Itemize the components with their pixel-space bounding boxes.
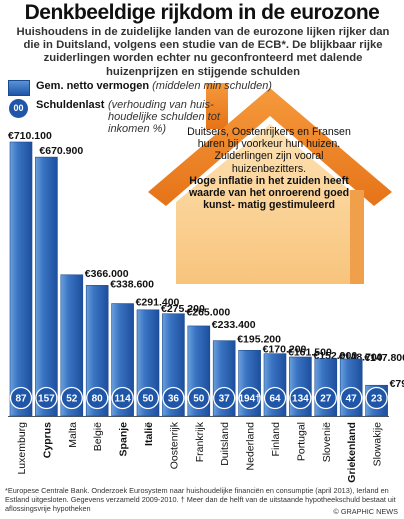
house-annotation-line1: Duitsers, Oostenrijkers en Fransen huren… [187, 126, 351, 175]
debt-badge [9, 386, 33, 410]
value-label: €147.800 [364, 352, 404, 364]
category-label: Cyprus [41, 422, 53, 458]
house-annotation: Duitsers, Oostenrijkers en Fransen huren… [186, 126, 352, 211]
debt-value: 50 [193, 394, 205, 405]
value-label: €275.200 [161, 303, 205, 315]
category-label: Duitsland [219, 422, 231, 466]
debt-badge [136, 386, 160, 410]
value-label: €79.700 [390, 378, 404, 390]
debt-badge [213, 386, 236, 410]
chimney [206, 83, 228, 129]
credit: © GRAPHIC NEWS [333, 507, 398, 516]
debt-value: 23 [371, 394, 383, 405]
value-label: €233.400 [212, 319, 256, 331]
category-label: Luxemburg [16, 422, 28, 475]
debt-badge [60, 386, 83, 410]
value-label: €161.500 [288, 347, 332, 359]
debt-value: 80 [92, 394, 104, 405]
legend-wealth-label: Gem. netto vermogen [36, 80, 150, 92]
debt-badge [86, 386, 109, 410]
debt-badge [238, 386, 261, 410]
page-subtitle: Huishoudens in de zuidelijke landen van … [16, 26, 390, 78]
value-label: €195.200 [237, 334, 281, 346]
value-label: €265.000 [186, 307, 230, 319]
bar-spanje [111, 303, 134, 417]
debt-value: 50 [142, 394, 154, 405]
category-label: Oostenrijk [168, 421, 180, 469]
debt-value: 36 [168, 394, 180, 405]
debt-badge [340, 386, 363, 410]
category-label: Nederland [245, 422, 257, 471]
debt-value: 194† [238, 394, 260, 405]
page-title: Denkbeeldige rijkdom in de eurozone [24, 1, 380, 24]
debt-badge [162, 386, 185, 410]
debt-value: 114 [115, 394, 132, 405]
bar-luxemburg [9, 141, 33, 417]
debt-badge [263, 386, 287, 410]
category-label: Slovenië [321, 422, 333, 462]
legend-debt-note: (verhouding van huis- houdelijke schulde… [108, 99, 220, 135]
value-label: €670.900 [39, 145, 83, 157]
category-label: Finland [270, 422, 282, 457]
legend-badge: 00 [9, 99, 28, 118]
debt-value: 37 [219, 394, 231, 405]
legend-debt-label: Schuldenlast [36, 99, 105, 111]
debt-badge [314, 386, 337, 410]
category-label: Malta [67, 422, 79, 448]
bar-belgië [85, 285, 109, 417]
value-label: €170.200 [263, 343, 307, 355]
debt-value: 27 [320, 394, 332, 405]
category-label: België [92, 422, 104, 451]
debt-value: 87 [15, 394, 27, 405]
debt-value: 64 [269, 394, 281, 405]
bar-malta [60, 274, 84, 417]
debt-value: 47 [346, 394, 358, 405]
legend-wealth-note: (middelen min schulden) [152, 80, 272, 92]
category-label: Spanje [118, 422, 130, 457]
house-roof [148, 88, 392, 206]
debt-badge [289, 386, 312, 410]
debt-badge [187, 386, 210, 410]
debt-value: 157 [38, 394, 55, 405]
footnote: *Europese Centrale Bank. Onderzoek Euros… [5, 486, 396, 513]
debt-value: 52 [66, 394, 78, 405]
house-edge [350, 190, 364, 284]
debt-badge [365, 386, 388, 410]
debt-badge [111, 386, 134, 410]
category-label: Frankrijk [194, 421, 206, 462]
category-label: Slowakije [372, 422, 384, 467]
bar-cyprus [35, 156, 58, 417]
value-label: €710.100 [8, 130, 52, 142]
value-label: €366.000 [85, 268, 129, 280]
category-label: Portugal [295, 422, 307, 461]
house-annotation-line2: Hoge inflatie in het zuiden heeft waarde… [188, 174, 350, 212]
legend-swatch [8, 80, 30, 96]
debt-badge [35, 386, 58, 410]
category-label: Italië [143, 422, 155, 446]
house-wall [176, 124, 364, 284]
category-label: Griekenland [346, 422, 358, 483]
value-label: €291.400 [136, 297, 180, 309]
value-label: €338.600 [110, 278, 154, 290]
debt-value: 134 [292, 394, 309, 405]
